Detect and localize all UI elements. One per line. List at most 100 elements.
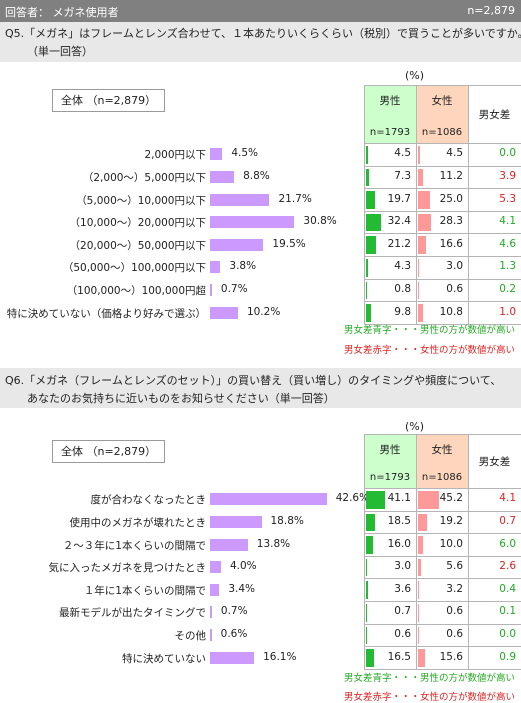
q6-female-bar	[418, 536, 423, 554]
q5-male-bar	[366, 168, 370, 187]
q5-bar	[210, 306, 238, 319]
q6-category-label: 特に決めていない	[122, 652, 206, 665]
q5-female-header-label: 女性	[431, 95, 453, 107]
q6-table-hline	[364, 601, 521, 602]
q6-bar	[210, 561, 221, 574]
q6-question-line2: あなたのお気持ちに近いものをお知らせください（単一回答）	[27, 392, 335, 405]
q6-table-hline	[364, 668, 521, 670]
q6-male-value: 41.1	[387, 492, 411, 505]
q5-bar	[210, 148, 223, 161]
q6-female-header: 女性 n=1086	[416, 434, 468, 488]
q5-table-hline	[364, 85, 521, 86]
q5-male-bar	[366, 236, 376, 254]
q6-male-bar	[366, 536, 374, 554]
q5-female-n-label: n=1086	[421, 127, 463, 138]
q5-male-bar	[366, 191, 376, 209]
q5-value-label: 19.5%	[272, 237, 306, 250]
q6-table-hline	[364, 533, 521, 535]
q5-table-hline	[364, 301, 521, 303]
q6-legend-negative: 男女差赤字・・・女性の方が数値が高い	[343, 692, 515, 703]
q5-female-bar	[418, 168, 424, 187]
q6-female-value: 0.6	[446, 605, 463, 618]
q6-male-bar	[366, 626, 367, 645]
q5-table-vline	[468, 85, 469, 324]
q5-legend-positive: 男女差青字・・・男性の方が数値が高い	[343, 325, 515, 336]
q6-bar	[210, 628, 212, 641]
q5-female-bar	[418, 259, 420, 277]
q6-table-hline	[364, 623, 521, 625]
q5-male-bar	[366, 304, 371, 322]
q5-female-header: 女性 n=1086	[416, 85, 468, 143]
q5-table-hline	[364, 165, 521, 167]
q5-bar	[210, 216, 295, 229]
q6-value-label: 3.4%	[228, 582, 255, 595]
q6-female-value: 15.6	[439, 650, 463, 663]
q5-diff-header-label: 男女差	[478, 109, 511, 121]
q5-male-value: 9.8	[394, 305, 411, 318]
q6-male-value: 0.6	[394, 627, 411, 640]
q6-female-bar	[418, 649, 426, 667]
q5-category-label: （10,000～）20,000円以下	[69, 217, 206, 230]
q6-total-label: 全体 （n=2,879）	[52, 440, 166, 463]
q6-male-bar	[366, 604, 367, 622]
q5-diff-value: 0.2	[499, 282, 516, 295]
q5-female-value: 3.0	[446, 260, 463, 273]
q5-male-bar	[366, 259, 368, 277]
q5-female-value: 28.3	[439, 215, 463, 228]
q6-diff-header-label: 男女差	[478, 456, 511, 468]
q5-category-label: 2,000円以下	[144, 149, 206, 162]
q5-male-bar	[366, 213, 381, 232]
q6-table-hline	[364, 488, 521, 489]
q6-diff-value: 0.1	[499, 605, 516, 618]
q6-category-label: 度が合わなくなったとき	[90, 494, 207, 507]
q6-female-bar	[418, 558, 421, 577]
q5-table-vline	[364, 85, 365, 324]
q5-female-bar	[418, 146, 421, 164]
q6-table-hline	[364, 578, 521, 580]
q6-diff-value: 0.9	[499, 650, 516, 663]
q6-table-hline	[364, 510, 521, 512]
q6-male-bar	[366, 491, 385, 509]
q6-category-label: その他	[174, 629, 207, 642]
q6-female-bar	[418, 626, 419, 645]
q5-table-hline	[364, 323, 521, 325]
q6-diff-value: 4.1	[499, 492, 516, 505]
q5-category-label: （2,000～）5,000円以下	[82, 171, 206, 184]
q6-diff-value: 0.4	[499, 582, 516, 595]
q5-value-label: 0.7%	[220, 282, 248, 295]
q5-female-bar	[418, 236, 426, 254]
q5-bar	[210, 261, 221, 274]
q5-male-value: 19.7	[387, 192, 411, 205]
q6-category-label: １年に1本くらいの間隔で	[83, 584, 206, 597]
q5-question-line1: Q5.「メガネ」はフレームとレンズ合わせて、１本あたりいくらくらい（税別）で買う…	[5, 27, 521, 40]
q6-bar	[210, 515, 262, 528]
q5-male-value: 21.2	[387, 237, 411, 250]
q5-female-value: 11.2	[439, 169, 463, 182]
q6-category-label: 気に入ったメガネを見つけたとき	[48, 562, 207, 575]
q5-diff-value: 1.3	[499, 260, 516, 273]
q5-female-bar	[418, 191, 430, 209]
q5-table-hline	[364, 278, 521, 280]
q5-bar	[210, 283, 212, 296]
q6-female-bar	[418, 491, 439, 509]
q5-male-n-label: n=1793	[369, 127, 411, 138]
q5-male-value: 4.3	[394, 260, 411, 273]
q5-diff-value: 4.1	[499, 215, 516, 228]
q5-female-value: 25.0	[439, 192, 463, 205]
q6-diff-value: 2.6	[499, 560, 516, 573]
q5-diff-value: 0.0	[499, 147, 516, 160]
q6-bar	[210, 493, 327, 506]
q5-male-value: 7.3	[394, 169, 411, 182]
q5-table-hline	[364, 256, 521, 257]
q6-female-bar	[418, 604, 419, 622]
q6-value-label: 13.8%	[256, 537, 291, 550]
q6-male-value: 3.6	[394, 582, 411, 595]
q5-bar	[210, 170, 235, 183]
q6-bar	[210, 606, 212, 619]
q5-male-bar	[366, 146, 369, 164]
q5-female-value: 16.6	[439, 237, 463, 250]
q5-female-bar	[418, 281, 419, 300]
q6-bar	[210, 538, 248, 551]
q6-value-label: 4.0%	[229, 560, 257, 573]
q5-table-vline	[416, 85, 417, 324]
